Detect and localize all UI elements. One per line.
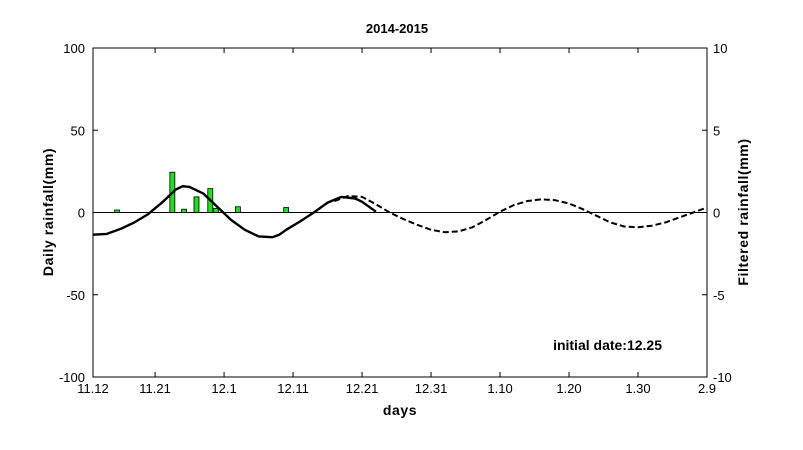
y-left-tick-label: -50: [66, 288, 85, 303]
y-right-tick-label: -10: [713, 370, 732, 385]
tick-labels: 11.12 11.21 12.1 12.11 12.21 12.31 1.10 1.20 1.3…: [59, 41, 732, 396]
axis-ticks: [92, 47, 708, 378]
x-tick-label: 2.9: [698, 381, 716, 396]
initial-date-annotation: initial date:12.25: [553, 337, 662, 353]
rainfall-bar: [114, 209, 121, 213]
filtered-line-solid: [92, 185, 377, 239]
y-axis-left-title: Daily rainfall(mm): [40, 148, 56, 276]
y-axis-right-title: Filtered rainfall(mm): [735, 138, 751, 285]
y-right-tick-label: -5: [713, 288, 725, 303]
x-tick-label: 1.10: [487, 381, 512, 396]
y-right-tick-label: 0: [713, 206, 720, 221]
x-axis-title: days: [383, 402, 417, 418]
x-tick-label: 12.11: [277, 381, 309, 396]
filtered-line-dashed: [334, 195, 708, 234]
x-tick-label: 11.21: [139, 381, 171, 396]
filtered-lines: [92, 185, 708, 239]
x-tick-label: 1.20: [556, 381, 581, 396]
y-left-tick-label: 100: [63, 41, 85, 56]
x-tick-label: 12.21: [346, 381, 379, 396]
y-right-tick-label: 5: [713, 123, 720, 138]
rainfall-bar: [181, 208, 187, 213]
x-tick-label: 12.31: [415, 381, 448, 396]
x-tick-label: 11.12: [77, 381, 109, 396]
rainfall-bar: [212, 207, 219, 213]
y-left-tick-label: 0: [78, 206, 85, 221]
rainfall-bar: [193, 196, 200, 213]
chart-title: 2014-2015: [366, 21, 428, 36]
x-tick-label: 1.30: [625, 381, 650, 396]
rainfall-bar: [283, 207, 290, 213]
x-tick-label: 12.1: [211, 381, 236, 396]
y-left-tick-label: -100: [59, 370, 85, 385]
y-left-tick-label: 50: [71, 123, 85, 138]
y-right-tick-label: 10: [713, 41, 727, 56]
rainfall-bar: [234, 206, 241, 213]
